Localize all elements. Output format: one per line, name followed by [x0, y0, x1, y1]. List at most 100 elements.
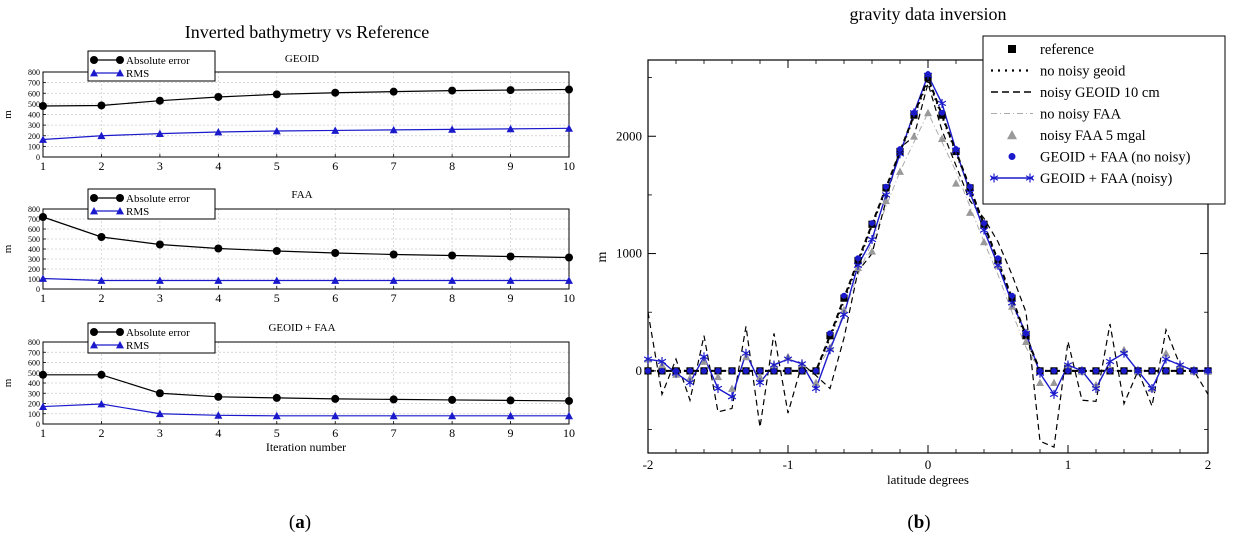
star-stroke	[979, 227, 989, 233]
data-point	[155, 276, 164, 284]
data-point	[448, 86, 457, 95]
data-point	[155, 409, 164, 418]
geoid-faa-point	[743, 367, 749, 374]
data-point	[39, 213, 47, 221]
legend-box	[87, 50, 216, 82]
legend-label: Absolute error	[126, 55, 190, 67]
geoid-faa-noisy-point	[1161, 354, 1171, 364]
y-tick-label: 400	[28, 111, 40, 120]
star-stroke	[811, 385, 821, 392]
data-point	[331, 249, 340, 257]
geoid-faa-noisy-point	[811, 383, 821, 393]
x-tick-label: 2	[1205, 457, 1212, 472]
x-tick-label: 9	[508, 291, 514, 305]
geoid-faa-noisy-point	[713, 383, 723, 393]
data-point	[506, 124, 515, 133]
star-stroke	[685, 379, 695, 386]
legend-marker	[90, 207, 98, 215]
star-stroke	[1025, 175, 1035, 181]
star-stroke	[755, 379, 765, 386]
geoid-faa-noisy-point	[1189, 366, 1199, 376]
y-tick-label: 100	[28, 142, 40, 151]
y-tick-label: 200	[28, 265, 40, 274]
geoid-faa-point	[1093, 367, 1099, 374]
star-stroke	[895, 151, 905, 157]
data-point	[565, 124, 573, 132]
noisy-faa-point	[756, 372, 764, 381]
legend-marker	[1008, 153, 1016, 160]
geoid-faa-point	[1163, 367, 1169, 374]
geoid-faa-point	[897, 146, 903, 153]
star-stroke	[1077, 368, 1087, 374]
x-tick-label: -2	[643, 457, 654, 472]
geoid-faa-noisy-point	[909, 108, 919, 118]
geoid-faa-point	[869, 220, 875, 227]
geoid-faa-point	[645, 367, 651, 374]
y-tick-label: 0	[36, 285, 40, 294]
y-tick-label: 400	[28, 379, 40, 388]
legend-marker	[116, 328, 124, 336]
geoid-faa-point	[995, 255, 1001, 262]
noisy-faa-point	[1036, 378, 1044, 387]
legend-label: Absolute error	[126, 193, 190, 205]
data-point	[214, 92, 223, 101]
geoid-faa-noisy-point	[1035, 368, 1045, 378]
star-stroke	[727, 393, 737, 400]
y-tick-label: 0	[636, 363, 643, 378]
geoid-faa-noisy-point	[1007, 298, 1017, 308]
star-stroke	[909, 110, 919, 116]
x-tick-label: 3	[157, 159, 163, 173]
noisy-faa-point	[714, 372, 722, 381]
star-stroke	[671, 370, 681, 376]
x-tick-label: 0	[925, 457, 932, 472]
data-point	[272, 90, 281, 99]
geoid-faa-point	[799, 367, 805, 374]
x-tick-label: 10	[563, 426, 575, 440]
geoid-faa-noisy-point	[1175, 360, 1185, 370]
legend-marker	[1008, 45, 1016, 53]
legend-marker	[90, 341, 98, 349]
geoid-faa-noisy-point	[993, 260, 1003, 270]
series-line	[42, 277, 569, 282]
geoid-faa-point	[855, 255, 861, 262]
geoid-faa-noisy-point	[1063, 360, 1073, 370]
x-tick-label: 7	[391, 291, 397, 305]
star-stroke	[1105, 358, 1115, 365]
geoid-faa-point	[785, 367, 791, 374]
data-point	[506, 86, 515, 95]
legend-marker	[90, 328, 98, 336]
geoid-faa-point	[659, 367, 665, 374]
legend-label: noisy FAA 5 mgal	[1040, 128, 1146, 144]
data-point	[448, 276, 457, 284]
star-stroke	[657, 358, 667, 365]
data-point	[272, 247, 281, 255]
legend-marker	[116, 207, 124, 215]
data-point	[214, 244, 223, 253]
legend-marker	[116, 194, 124, 202]
x-tick-label: 5	[274, 291, 280, 305]
legend-label: no noisy FAA	[1040, 107, 1122, 123]
geoid-faa-noisy-point	[643, 354, 653, 364]
data-point	[506, 396, 515, 405]
star-stroke	[989, 175, 999, 181]
geoid-faa-noisy-point	[769, 360, 779, 370]
geoid-faa-point	[701, 367, 707, 374]
data-point	[97, 370, 106, 379]
data-point	[565, 253, 573, 262]
x-tick-label: 1	[1065, 457, 1072, 472]
star-stroke	[1133, 368, 1143, 374]
y-tick-label: 200	[28, 400, 40, 409]
data-point	[331, 276, 340, 284]
series-line	[42, 403, 569, 417]
star-stroke	[1189, 368, 1199, 374]
x-tick-label: 9	[508, 159, 514, 173]
plot-frame	[42, 71, 570, 158]
x-tick-label: 6	[332, 291, 338, 305]
legend-label: noisy GEOID 10 cm	[1040, 85, 1160, 101]
star-stroke	[839, 311, 849, 318]
geoid-faa-noisy-point	[965, 188, 975, 198]
data-point	[389, 125, 398, 134]
